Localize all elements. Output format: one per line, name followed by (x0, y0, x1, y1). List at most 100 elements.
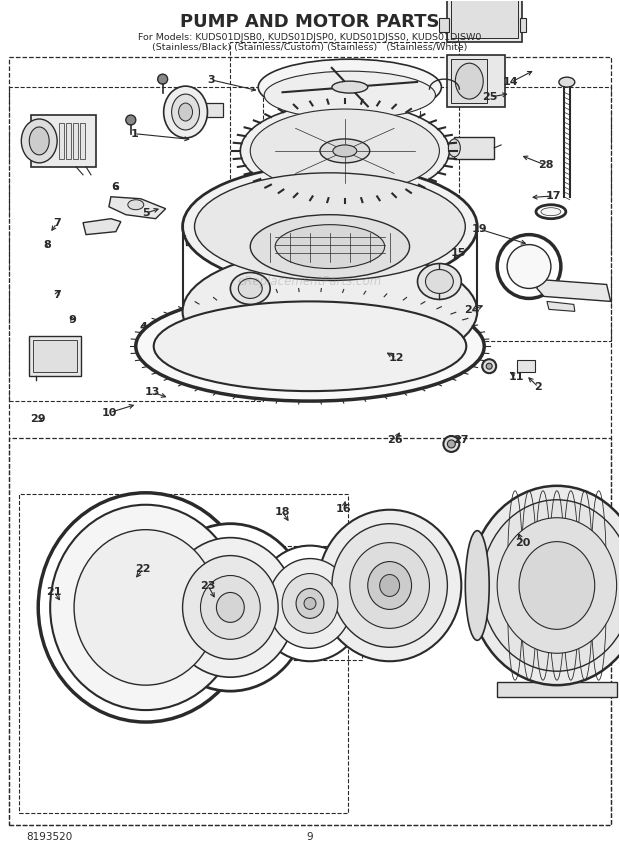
Ellipse shape (333, 145, 356, 157)
Bar (517, 360, 535, 372)
Ellipse shape (482, 360, 496, 373)
Text: 23: 23 (200, 581, 216, 591)
Ellipse shape (350, 543, 430, 628)
Ellipse shape (164, 86, 208, 138)
Ellipse shape (50, 505, 241, 710)
Bar (59, 123, 64, 159)
Text: 6: 6 (112, 182, 120, 193)
Ellipse shape (455, 63, 483, 99)
Polygon shape (83, 218, 121, 235)
Text: 29: 29 (30, 414, 46, 425)
Text: 15: 15 (451, 248, 466, 259)
Ellipse shape (264, 71, 435, 119)
Bar (259, 545, 361, 660)
Ellipse shape (486, 363, 492, 369)
Ellipse shape (318, 509, 461, 661)
Text: 8193520: 8193520 (26, 832, 73, 841)
Ellipse shape (332, 81, 368, 93)
Ellipse shape (379, 574, 400, 597)
Bar (451, 0, 518, 39)
Bar (420, 87, 611, 342)
Text: 14: 14 (503, 77, 518, 87)
Text: (Stainless/Black) (Stainless/Custom) (Stainless)   (Stainless/White): (Stainless/Black) (Stainless/Custom) (St… (153, 43, 467, 51)
Text: 27: 27 (453, 435, 469, 445)
Bar (31, 115, 96, 167)
Text: For Models: KUDS01DJSB0, KUDS01DJSP0, KUDS01DJSS0, KUDS01DJSW0: For Models: KUDS01DJSB0, KUDS01DJSP0, KU… (138, 33, 482, 42)
Bar (520, 18, 526, 33)
Text: 12: 12 (389, 353, 404, 363)
Text: 13: 13 (145, 387, 161, 397)
Ellipse shape (448, 139, 460, 157)
Text: 18: 18 (275, 507, 290, 517)
Text: 5: 5 (143, 208, 150, 218)
Text: 9: 9 (68, 315, 76, 324)
Ellipse shape (38, 493, 253, 722)
Bar (80, 123, 85, 159)
Ellipse shape (469, 486, 620, 685)
Ellipse shape (136, 291, 484, 401)
Ellipse shape (559, 77, 575, 87)
Polygon shape (547, 301, 575, 312)
Ellipse shape (182, 250, 477, 373)
Text: 17: 17 (546, 191, 562, 201)
Ellipse shape (195, 173, 465, 281)
Ellipse shape (250, 109, 440, 193)
Text: 4: 4 (140, 323, 148, 332)
Ellipse shape (153, 524, 308, 691)
Text: eReplacementParts.com: eReplacementParts.com (238, 275, 382, 288)
Bar (454, 137, 494, 159)
Text: 1: 1 (130, 128, 138, 139)
Ellipse shape (304, 597, 316, 609)
Text: 24: 24 (464, 306, 479, 315)
Bar (9, 87, 264, 401)
Ellipse shape (275, 224, 384, 269)
Bar (440, 18, 450, 33)
Bar (9, 438, 611, 824)
Ellipse shape (238, 278, 262, 299)
Text: 25: 25 (482, 92, 498, 102)
Ellipse shape (296, 588, 324, 618)
Ellipse shape (481, 500, 620, 671)
Polygon shape (109, 197, 166, 218)
Ellipse shape (497, 518, 617, 653)
Ellipse shape (497, 235, 561, 299)
Text: 16: 16 (336, 504, 352, 514)
Bar (73, 123, 78, 159)
Ellipse shape (172, 94, 200, 130)
Text: 2: 2 (534, 382, 542, 392)
Ellipse shape (21, 119, 57, 163)
Ellipse shape (541, 208, 561, 216)
Bar (448, 56, 505, 107)
Ellipse shape (536, 205, 566, 218)
Ellipse shape (231, 272, 270, 305)
Bar (29, 336, 81, 376)
Ellipse shape (157, 74, 167, 84)
Ellipse shape (443, 436, 459, 452)
Ellipse shape (268, 559, 352, 648)
Bar (497, 682, 617, 697)
Bar (33, 341, 77, 372)
Ellipse shape (507, 245, 551, 288)
Ellipse shape (29, 127, 49, 155)
Ellipse shape (519, 542, 595, 629)
Bar (448, 0, 522, 42)
Ellipse shape (448, 440, 455, 448)
Text: 8: 8 (44, 240, 51, 250)
Bar (205, 103, 223, 117)
Ellipse shape (250, 215, 410, 278)
Ellipse shape (166, 538, 295, 677)
Ellipse shape (425, 270, 453, 294)
Ellipse shape (465, 531, 489, 640)
Ellipse shape (320, 139, 370, 163)
Text: 21: 21 (46, 587, 61, 597)
Text: 10: 10 (102, 407, 117, 418)
Ellipse shape (332, 524, 448, 647)
Ellipse shape (259, 59, 441, 115)
Text: 3: 3 (208, 74, 215, 85)
Ellipse shape (241, 103, 450, 199)
Bar (66, 123, 71, 159)
Ellipse shape (200, 575, 260, 639)
Text: 28: 28 (538, 160, 554, 170)
Text: 11: 11 (509, 372, 525, 382)
Ellipse shape (128, 199, 144, 210)
